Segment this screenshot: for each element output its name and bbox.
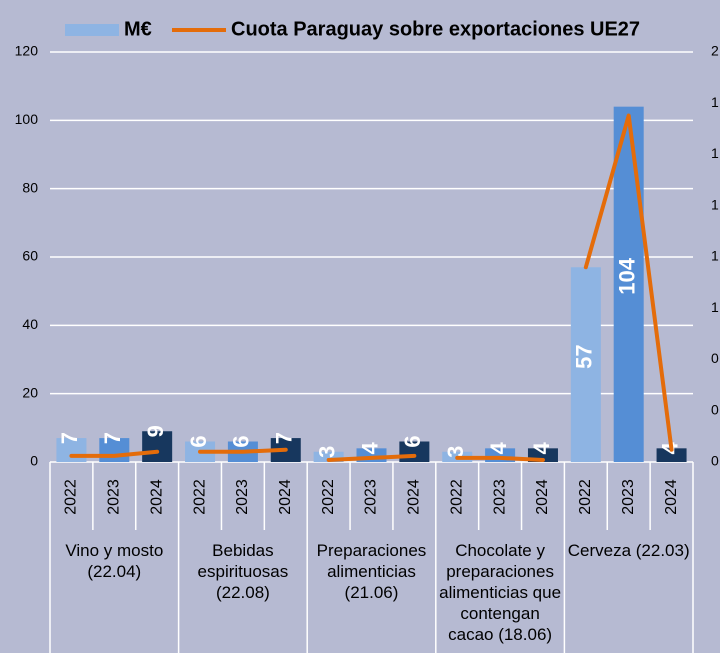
x-tick-label: 2024	[148, 479, 165, 515]
value-label: 7	[100, 432, 125, 444]
y-tick-label: 60	[22, 248, 38, 264]
line-series	[583, 113, 674, 452]
x-tick-label: 2023	[234, 479, 251, 515]
value-label: 9	[143, 425, 168, 437]
value-label: 6	[229, 435, 254, 447]
value-label: 7	[272, 432, 297, 444]
y2-tick-label: 0	[711, 350, 719, 366]
legend-label: Cuota Paraguay sobre exportaciones UE27	[231, 18, 640, 40]
line-series	[326, 453, 417, 462]
y-tick-label: 0	[30, 453, 38, 469]
bar	[570, 267, 601, 462]
x-tick-label: 2022	[63, 479, 80, 515]
x-tick-label: 2024	[534, 479, 551, 515]
value-label: 4	[357, 441, 382, 454]
y2-tick-label: 0	[711, 453, 719, 469]
x-tick-label: 2024	[277, 479, 294, 515]
value-label: 3	[314, 446, 339, 458]
y2-tick-label: 1	[711, 248, 719, 264]
y2-tick-label: 2	[711, 43, 719, 59]
group-label: Vino y mosto (22.04)	[65, 541, 164, 581]
group-label: Chocolate y preparaciones alimenticias q…	[439, 541, 562, 644]
y2-tick-label: 1	[711, 196, 719, 212]
y-tick-label: 20	[22, 384, 38, 400]
x-tick-label: 2023	[491, 479, 508, 515]
x-tick-label: 2022	[577, 479, 594, 515]
value-label: 6	[400, 435, 425, 447]
line-series	[198, 447, 288, 454]
line-series	[69, 449, 160, 458]
y2-tick-label: 1	[711, 145, 719, 161]
group-label: Preparaciones alimenticias (21.06)	[316, 541, 427, 602]
y2-tick-label: 1	[711, 299, 719, 315]
legend-label: M€	[124, 18, 152, 40]
line-series	[455, 455, 545, 462]
value-label: 3	[443, 446, 468, 458]
y2-tick-label: 0	[711, 401, 719, 417]
x-tick-label: 2024	[663, 479, 680, 515]
y-tick-label: 120	[15, 43, 39, 59]
group-label: Cerveza (22.03)	[567, 541, 690, 560]
x-tick-label: 2024	[406, 479, 423, 515]
x-tick-label: 2023	[106, 479, 123, 515]
x-tick-label: 2023	[363, 479, 380, 515]
value-label: 7	[57, 432, 82, 444]
value-label: 6	[186, 435, 211, 447]
y2-tick-label: 1	[711, 94, 719, 110]
bar	[613, 106, 644, 463]
bar	[656, 448, 687, 462]
value-label: 104	[615, 257, 640, 294]
x-tick-label: 2022	[191, 479, 208, 515]
bar	[313, 451, 344, 462]
x-tick-label: 2022	[448, 479, 465, 515]
y-tick-label: 40	[22, 316, 38, 332]
group-label: Bebidas espirituosas (22.08)	[197, 541, 289, 602]
value-label: 57	[572, 344, 597, 368]
value-label: 4	[529, 441, 554, 454]
legend-swatch	[65, 24, 119, 36]
y-tick-label: 100	[15, 111, 39, 127]
bar	[142, 431, 173, 462]
x-tick-label: 2022	[320, 479, 337, 515]
y-tick-label: 80	[22, 179, 38, 195]
value-label: 4	[486, 441, 511, 454]
x-tick-label: 2023	[620, 479, 637, 515]
